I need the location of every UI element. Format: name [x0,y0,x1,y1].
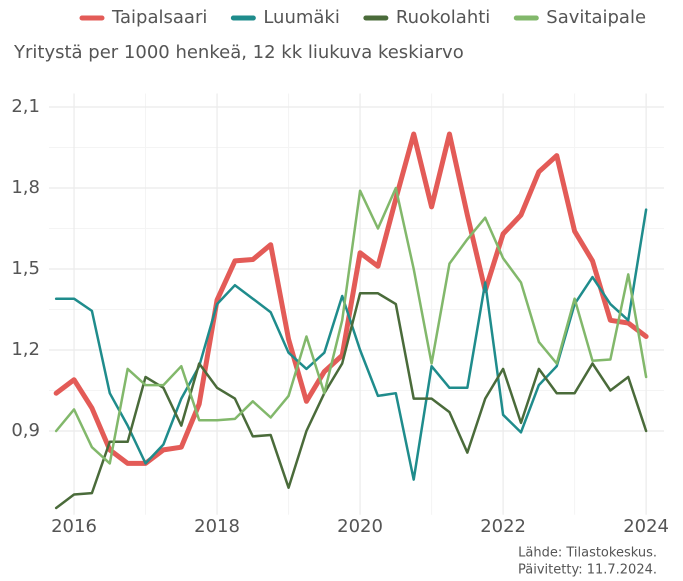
x-tick-label: 2022 [480,516,526,537]
legend: Taipalsaari Luumäki Ruokolahti Savitaipale [79,7,646,28]
legend-label: Taipalsaari [111,7,207,28]
y-tick-label: 2,1 [11,96,40,117]
y-tick-label: 1,5 [11,258,40,279]
y-tick-label: 1,2 [11,339,40,360]
legend-label: Savitaipale [546,7,646,28]
line-series [53,131,649,466]
x-tick-label: 2016 [51,516,97,537]
chart-subtitle: Yritystä per 1000 henkeä, 12 kk liukuva … [13,42,464,63]
x-tick-label: 2020 [337,516,383,537]
y-tick-label: 1,8 [11,177,40,198]
line-series [54,208,648,481]
legend-label: Luumäki [263,7,340,28]
legend-label: Ruokolahti [396,7,490,28]
y-tick-label: 0,9 [11,420,40,441]
caption: Päivitetty: 11.7.2024. [518,563,657,578]
x-tick-label: 2018 [194,516,240,537]
line-series [54,292,648,510]
caption: Lähde: Tilastokeskus. [518,546,657,561]
line-series [54,186,648,465]
x-tick-label: 2024 [623,516,669,537]
